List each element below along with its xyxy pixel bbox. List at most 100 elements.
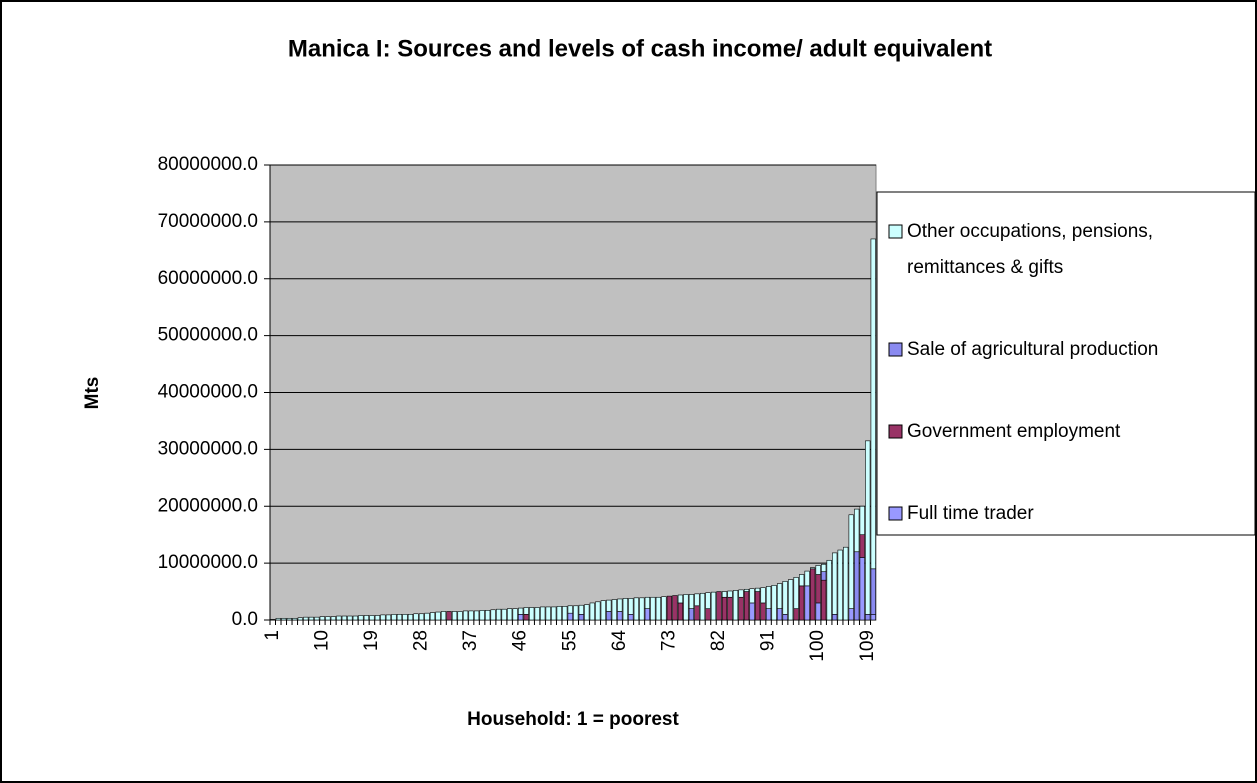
bar-segment (854, 508, 860, 553)
bar-segment (832, 614, 838, 621)
bar-segment (655, 596, 662, 621)
bar-segment (523, 614, 529, 621)
bar-segment (297, 617, 303, 621)
bar-segment (787, 579, 794, 621)
y-tick-label: 70000000.0 (158, 211, 258, 232)
bar-segment (727, 596, 733, 621)
bar-segment (865, 440, 871, 615)
bar-segment (518, 607, 524, 615)
legend-label: Government employment (907, 421, 1121, 442)
bar-segment (402, 614, 408, 621)
legend-label: Full time trader (907, 503, 1034, 524)
bar-segment (804, 585, 810, 621)
bar-segment (617, 611, 623, 621)
y-axis-title: Mts (82, 377, 103, 410)
bar-segment (683, 594, 689, 621)
bar-segment (799, 574, 805, 587)
bar-segment (424, 612, 430, 621)
bar-segment (562, 606, 568, 621)
bar-segment (501, 608, 507, 621)
bar-segment (677, 602, 684, 621)
bar-segment (325, 616, 331, 621)
bar-segment (644, 596, 650, 609)
bar-segment (479, 610, 485, 621)
bar-segment (815, 602, 821, 621)
bar-segment (843, 546, 849, 621)
bar-segment (275, 617, 281, 621)
bar-segment (589, 602, 595, 621)
y-tick-label: 30000000.0 (158, 438, 258, 459)
y-tick-label: 10000000.0 (158, 552, 258, 573)
bar-segment (633, 597, 639, 621)
bar-segment (314, 616, 320, 621)
bar-segment (573, 605, 579, 621)
bar-segment (754, 587, 761, 592)
bar-segment (799, 585, 805, 621)
bar-segment (567, 605, 573, 614)
bar-segment (369, 615, 375, 621)
bar-segment (743, 591, 750, 621)
bar-segment (545, 606, 551, 621)
bar-segment (341, 615, 347, 621)
bar-segment (661, 596, 667, 621)
x-tick-label: 28 (411, 630, 432, 651)
bar-segment (837, 549, 843, 621)
bar-segment (451, 611, 458, 621)
bar-segment (457, 611, 463, 621)
bar-segment (529, 607, 535, 621)
x-tick-label: 100 (807, 630, 828, 662)
bar-segment (330, 616, 336, 621)
bar-segment (738, 596, 744, 621)
bar-segment (496, 608, 502, 621)
bar-segment (628, 614, 634, 621)
bar-segment (705, 608, 711, 621)
bar-segment (352, 615, 359, 621)
bar-segment (870, 614, 876, 621)
y-tick-label: 60000000.0 (158, 268, 258, 289)
bar-segment (435, 611, 441, 621)
bar-segment (292, 617, 298, 621)
bar-segment (308, 616, 314, 621)
bar-segment (617, 598, 623, 612)
x-tick-label: 73 (658, 630, 679, 651)
bar-segment (810, 568, 816, 621)
x-tick-label: 109 (857, 630, 878, 662)
x-axis-title: Household: 1 = poorest (467, 709, 679, 730)
legend-swatch (888, 506, 903, 521)
bar-segment (804, 570, 810, 587)
bar-segment (286, 617, 292, 621)
x-tick-label: 64 (609, 630, 630, 652)
bar-segment (413, 613, 419, 621)
bar-segment (578, 604, 584, 615)
bar-segment (595, 601, 601, 621)
bar-segment (859, 557, 865, 621)
bar-segment (699, 592, 706, 621)
bar-segment (688, 594, 695, 609)
bar-segment (854, 551, 860, 621)
bar-segment (473, 610, 480, 621)
y-tick-label: 0.0 (232, 609, 258, 630)
y-tick-label: 80000000.0 (158, 154, 258, 175)
bar-segment (810, 567, 816, 570)
bar-segment (484, 610, 491, 621)
bar-segment (622, 598, 628, 621)
bar-segment (859, 505, 865, 535)
bar-segment (716, 591, 722, 621)
bar-segment (363, 615, 370, 621)
bar-segment (721, 591, 728, 598)
bar-segment (865, 614, 871, 621)
x-tick-label: 82 (708, 630, 729, 651)
bar-segment (732, 590, 739, 621)
bar-segment (705, 592, 711, 609)
bar-segment (440, 611, 447, 621)
bar-segment (358, 615, 364, 621)
legend-swatch (888, 424, 903, 439)
bar-segment (771, 585, 777, 621)
bar-segment (754, 591, 761, 621)
bar-segment (688, 608, 695, 621)
bar-segment (578, 614, 584, 621)
bar-segment (606, 599, 612, 612)
bar-segment (270, 619, 276, 621)
bar-segment (446, 611, 452, 621)
